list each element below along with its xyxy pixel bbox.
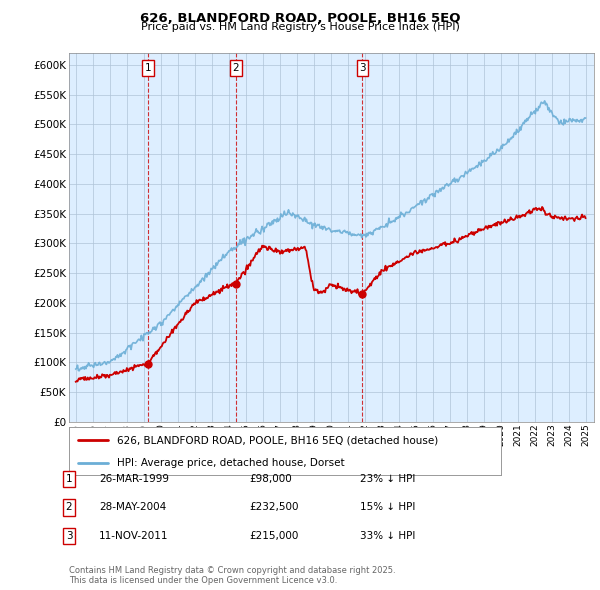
Text: 1: 1 bbox=[145, 63, 151, 73]
Text: 28-MAY-2004: 28-MAY-2004 bbox=[99, 503, 166, 512]
Text: £232,500: £232,500 bbox=[249, 503, 299, 512]
Text: 15% ↓ HPI: 15% ↓ HPI bbox=[360, 503, 415, 512]
Text: 2: 2 bbox=[232, 63, 239, 73]
Text: 3: 3 bbox=[65, 531, 73, 540]
Text: Contains HM Land Registry data © Crown copyright and database right 2025.
This d: Contains HM Land Registry data © Crown c… bbox=[69, 566, 395, 585]
Text: 23% ↓ HPI: 23% ↓ HPI bbox=[360, 474, 415, 484]
Text: 626, BLANDFORD ROAD, POOLE, BH16 5EQ (detached house): 626, BLANDFORD ROAD, POOLE, BH16 5EQ (de… bbox=[116, 435, 438, 445]
Text: £215,000: £215,000 bbox=[249, 531, 298, 540]
Text: £98,000: £98,000 bbox=[249, 474, 292, 484]
Text: 3: 3 bbox=[359, 63, 366, 73]
Text: 1: 1 bbox=[65, 474, 73, 484]
Text: Price paid vs. HM Land Registry's House Price Index (HPI): Price paid vs. HM Land Registry's House … bbox=[140, 22, 460, 32]
Text: 33% ↓ HPI: 33% ↓ HPI bbox=[360, 531, 415, 540]
Text: 11-NOV-2011: 11-NOV-2011 bbox=[99, 531, 169, 540]
Text: HPI: Average price, detached house, Dorset: HPI: Average price, detached house, Dors… bbox=[116, 458, 344, 468]
Text: 626, BLANDFORD ROAD, POOLE, BH16 5EQ: 626, BLANDFORD ROAD, POOLE, BH16 5EQ bbox=[140, 12, 460, 25]
Text: 26-MAR-1999: 26-MAR-1999 bbox=[99, 474, 169, 484]
Text: 2: 2 bbox=[65, 503, 73, 512]
